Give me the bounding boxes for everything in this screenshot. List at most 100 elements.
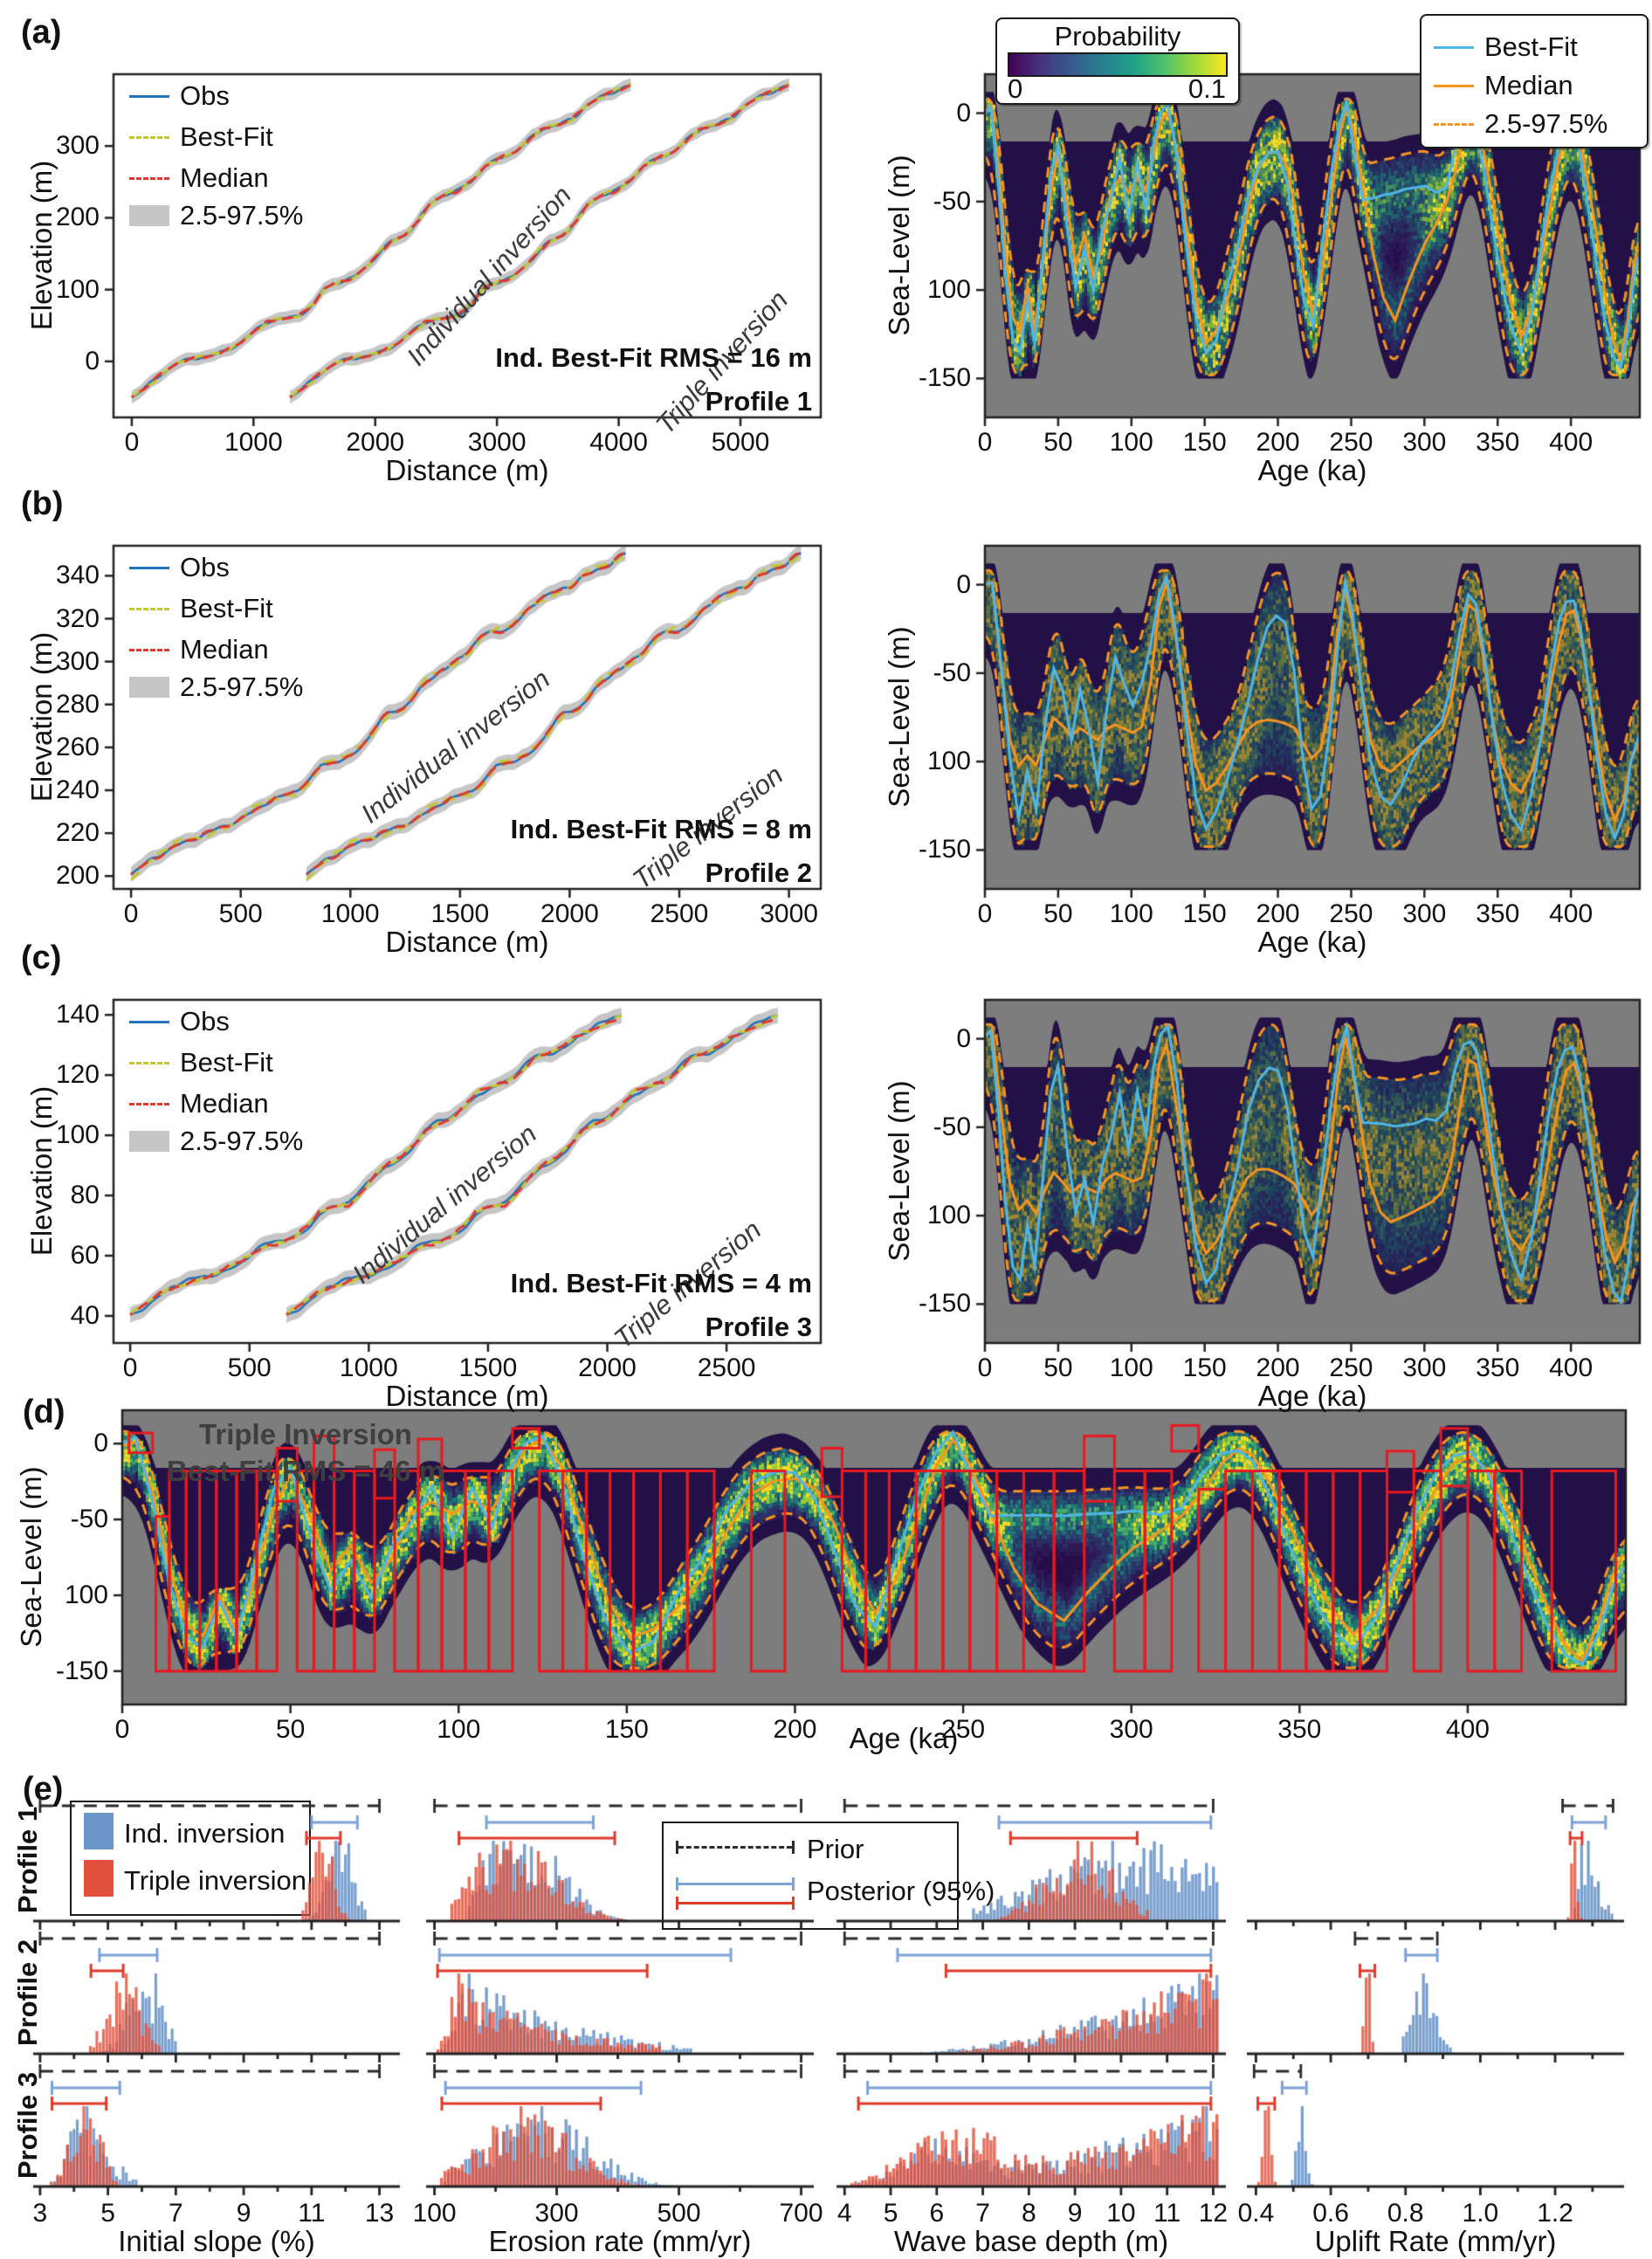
legend-band-label: 2.5-97.5%: [180, 672, 304, 702]
histogram-canvas-profile3-param2: [424, 2064, 816, 2200]
panel-d-sealevel-tick-label: 0: [93, 1429, 108, 1458]
histogram-canvas-profile2-param3: [835, 1932, 1228, 2068]
panel-a-age-tick-label: 250: [1329, 428, 1373, 457]
panel-a-age-axis-label: Age (ka): [1257, 454, 1367, 486]
panel-a-sealevel-tick-label: 0: [956, 98, 971, 127]
panel-d-age-tick-label: 350: [1277, 1715, 1322, 1744]
panel-a-letter: (a): [21, 14, 62, 51]
median-line-icon: [129, 1102, 169, 1105]
legend-median-row: Median: [1434, 70, 1573, 101]
panel-b-letter: (b): [21, 486, 64, 522]
panel-c-profile-annotation: Profile 3: [705, 1312, 812, 1342]
panel-b-age-axis-label: Age (ka): [1257, 926, 1367, 958]
panel-c-y-tick-label: 80: [70, 1181, 100, 1210]
band-swatch-icon: [129, 677, 169, 698]
panel-a-age-tick-label: 300: [1402, 428, 1447, 457]
histogram-canvas-profile2-param4: [1245, 1932, 1626, 2068]
panel-e-tick-label: 8: [1022, 2199, 1036, 2228]
histogram-canvas-profile3-param1: [31, 2064, 402, 2200]
panel-a-sealevel-tick-label: -50: [933, 186, 971, 216]
panel-c-age-tick-label: 0: [977, 1353, 993, 1382]
panel-d-age-axis-label: Age (ka): [849, 1722, 959, 1754]
panel-d-sealevel-tick-label: 100: [64, 1580, 108, 1609]
panel-d-sealevel-tick-label: -50: [70, 1505, 108, 1534]
legend-band-row: 2.5-97.5%: [1434, 108, 1607, 140]
panel-e-tick-label: 13: [364, 2199, 395, 2228]
histogram-canvas-profile3-param4: [1245, 2064, 1626, 2200]
panel-b-y-tick-label: 260: [55, 732, 100, 761]
panel-b-x-tick-label: 500: [218, 899, 263, 928]
panel-c-y-tick-label: 40: [70, 1300, 100, 1330]
panel-a-y-tick-label: 100: [55, 274, 100, 304]
panel-c-x-tick-label: 0: [122, 1353, 138, 1382]
panel-b-legend-band: 2.5-97.5%: [129, 672, 303, 703]
panel-a-rms-annotation: Ind. Best-Fit RMS = 16 m: [495, 342, 812, 373]
panel-d-age-tick-label: 300: [1109, 1715, 1153, 1744]
panel-a-x-tick-label: 4000: [589, 428, 648, 457]
panel-b-y-tick-label: 320: [55, 603, 100, 633]
panel-c-elevation-axis-label: Elevation (m): [25, 1085, 58, 1257]
panel-c-age-tick-label: 250: [1329, 1353, 1373, 1382]
panel-e-tick-label: 0.8: [1387, 2199, 1424, 2228]
panel-d-age-tick-label: 400: [1445, 1715, 1490, 1744]
panel-a-age-tick-label: 350: [1476, 428, 1520, 457]
legend-bestfit-label: Best-Fit: [180, 593, 273, 623]
panel-e-tick-label: 3: [32, 2199, 48, 2228]
panel-a-age-tick-label: 200: [1256, 428, 1300, 457]
panel-a-sealevel-legend: Best-Fit Median 2.5-97.5%: [1420, 14, 1649, 148]
erosion-rate-axis-label: Erosion rate (mm/yr): [488, 2225, 752, 2257]
panel-c-y-tick-label: 100: [55, 1120, 100, 1150]
bestfit-line-icon: [129, 135, 169, 139]
panel-d-age-tick-label: 150: [604, 1715, 649, 1744]
panel-a-x-tick-label: 3000: [467, 428, 527, 457]
panel-b-x-tick-label: 2500: [650, 899, 709, 928]
panel-c-sealevel-tick-label: 100: [926, 1201, 971, 1230]
panel-d-sealevel-canvas: [108, 1407, 1631, 1724]
panel-c-x-tick-label: 1000: [339, 1353, 398, 1382]
panel-a-elevation-canvas: [100, 71, 826, 437]
panel-d-age-tick-label: 0: [114, 1715, 130, 1744]
panel-e-tick-label: 7: [169, 2199, 183, 2228]
histogram-canvas-profile3-param3: [835, 2064, 1228, 2200]
panel-a-y-tick-label: 300: [55, 131, 100, 161]
panel-c-letter: (c): [21, 940, 62, 976]
panel-c-x-tick-label: 2500: [697, 1353, 756, 1382]
panel-e-tick-label: 5: [100, 2199, 115, 2228]
histogram-canvas-profile1-param4: [1245, 1799, 1626, 1935]
panel-a-sealevel-tick-label: -150: [918, 363, 971, 393]
panel-b-rms-annotation: Ind. Best-Fit RMS = 8 m: [510, 814, 812, 844]
panel-a-x-tick-label: 0: [124, 428, 140, 457]
panel-d-age-tick-label: 250: [941, 1715, 986, 1744]
panel-a-sealevel-tick-label: 100: [926, 275, 971, 305]
legend-obs-label: Obs: [180, 1006, 230, 1037]
panel-b-age-tick-label: 250: [1329, 899, 1373, 928]
panel-e-tick-label: 1.2: [1537, 2199, 1573, 2228]
uplift-rate-axis-label: Uplift Rate (mm/yr): [1314, 2225, 1557, 2257]
panel-e-tick-label: 4: [836, 2199, 852, 2228]
panel-c-y-tick-label: 140: [55, 1000, 100, 1030]
panel-d-age-tick-label: 200: [773, 1715, 817, 1744]
panel-c-sealevel-tick-label: -150: [918, 1289, 971, 1319]
legend-bestfit-label: Best-Fit: [1484, 31, 1578, 62]
panel-c-rms-annotation: Ind. Best-Fit RMS = 4 m: [510, 1268, 812, 1298]
panel-d-title-line1: Triple Inversion: [199, 1418, 412, 1450]
panel-d-sealevel-axis-label: Sea-Level (m): [15, 1466, 47, 1648]
panel-a-x-tick-label: 5000: [711, 428, 770, 457]
panel-c-y-tick-label: 120: [55, 1060, 100, 1090]
panel-b-x-tick-label: 0: [123, 899, 139, 928]
panel-a-sealevel-axis-label: Sea-Level (m): [883, 155, 915, 336]
panel-d-sealevel-tick-label: -150: [55, 1656, 108, 1685]
panel-b-age-tick-label: 150: [1182, 899, 1227, 928]
panel-b-legend-median: Median: [129, 634, 269, 665]
panel-b-sealevel-tick-label: -150: [918, 835, 971, 864]
panel-b-age-tick-label: 0: [977, 899, 993, 928]
panel-e-tick-label: 9: [236, 2199, 251, 2228]
panel-c-sealevel-axis-label: Sea-Level (m): [883, 1080, 915, 1262]
median-line-icon: [1434, 84, 1474, 87]
panel-b-sealevel-canvas: [971, 542, 1645, 908]
panel-a-legend-median: Median: [129, 162, 269, 194]
panel-e-tick-label: 0.4: [1237, 2199, 1275, 2228]
panel-b-x-tick-label: 1000: [320, 899, 380, 928]
panel-c-legend-band: 2.5-97.5%: [129, 1126, 303, 1157]
panel-e-tick-label: 5: [883, 2199, 898, 2228]
